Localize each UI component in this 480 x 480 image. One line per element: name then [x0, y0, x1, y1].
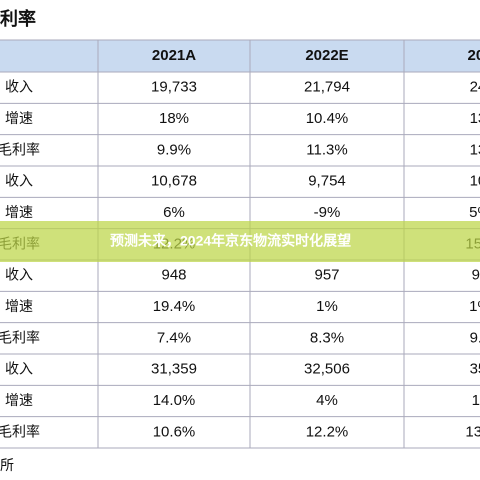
- row-label: 毛利率: [0, 329, 40, 346]
- cell-value: 957: [314, 267, 339, 284]
- title: 利率: [0, 8, 36, 30]
- cell-value: 35,: [470, 361, 480, 378]
- row-label: 毛利率: [0, 141, 40, 158]
- cell-value: 21,794: [304, 79, 350, 96]
- cell-value: 11.3%: [306, 141, 347, 158]
- table: 2021A 2022E 202 收入 19,733 21,794 24, 增速 18% 10.4%…: [0, 39, 480, 449]
- cell-value: 1%: [469, 298, 480, 315]
- cell-value: 4%: [316, 392, 338, 409]
- header-row: [0, 40, 480, 72]
- cell-value: 10.4%: [306, 110, 349, 127]
- column-header: 2022E: [305, 47, 348, 64]
- cell-value: 10,: [470, 173, 480, 190]
- cell-value: 948: [161, 267, 186, 284]
- cell-value: 19.4%: [153, 298, 196, 315]
- cell-value: 10.6%: [153, 423, 196, 440]
- cell-value: 32,506: [304, 361, 350, 378]
- cell-value: 10: [472, 392, 480, 409]
- row-label: 收入: [5, 362, 33, 378]
- cell-value: 19,733: [151, 79, 197, 96]
- banner: [0, 221, 480, 262]
- row-label: 收入: [5, 174, 33, 190]
- row-label: 收入: [5, 268, 33, 284]
- column-header: 202: [467, 47, 480, 64]
- cell-value: 9.2: [470, 329, 480, 346]
- cell-value: 13.: [470, 110, 480, 127]
- cell-value: -9%: [314, 204, 341, 221]
- cell-value: 18%: [159, 110, 189, 127]
- row-label: 增速: [5, 393, 33, 409]
- row-label: 增速: [5, 299, 33, 315]
- cell-value: 24,: [470, 79, 480, 96]
- cell-value: 10,678: [151, 173, 197, 190]
- cell-value: 14.0%: [153, 392, 196, 409]
- cell-value: 5%: [469, 204, 480, 221]
- cell-value: 13.: [470, 141, 480, 158]
- cell-value: 31,359: [151, 361, 197, 378]
- cell-value: 13.8: [465, 423, 480, 440]
- cell-value: 9,754: [308, 173, 346, 190]
- row-label: 增速: [5, 205, 33, 221]
- cell-value: 7.4%: [157, 329, 191, 346]
- footer: 所: [0, 458, 14, 474]
- row-label: 增速: [5, 111, 33, 127]
- cell-value: 1%: [316, 298, 338, 315]
- cell-value: 6%: [163, 204, 185, 221]
- cell-value: 90: [472, 267, 480, 284]
- cell-value: 9.9%: [157, 141, 191, 158]
- banner-text: 预测未来，2024年京东物流实时化展望: [110, 233, 351, 249]
- cell-value: 12.2%: [306, 423, 349, 440]
- row-label: 收入: [5, 80, 33, 96]
- column-header: 2021A: [152, 47, 196, 64]
- row-label: 毛利率: [0, 423, 40, 440]
- cell-value: 8.3%: [310, 329, 344, 346]
